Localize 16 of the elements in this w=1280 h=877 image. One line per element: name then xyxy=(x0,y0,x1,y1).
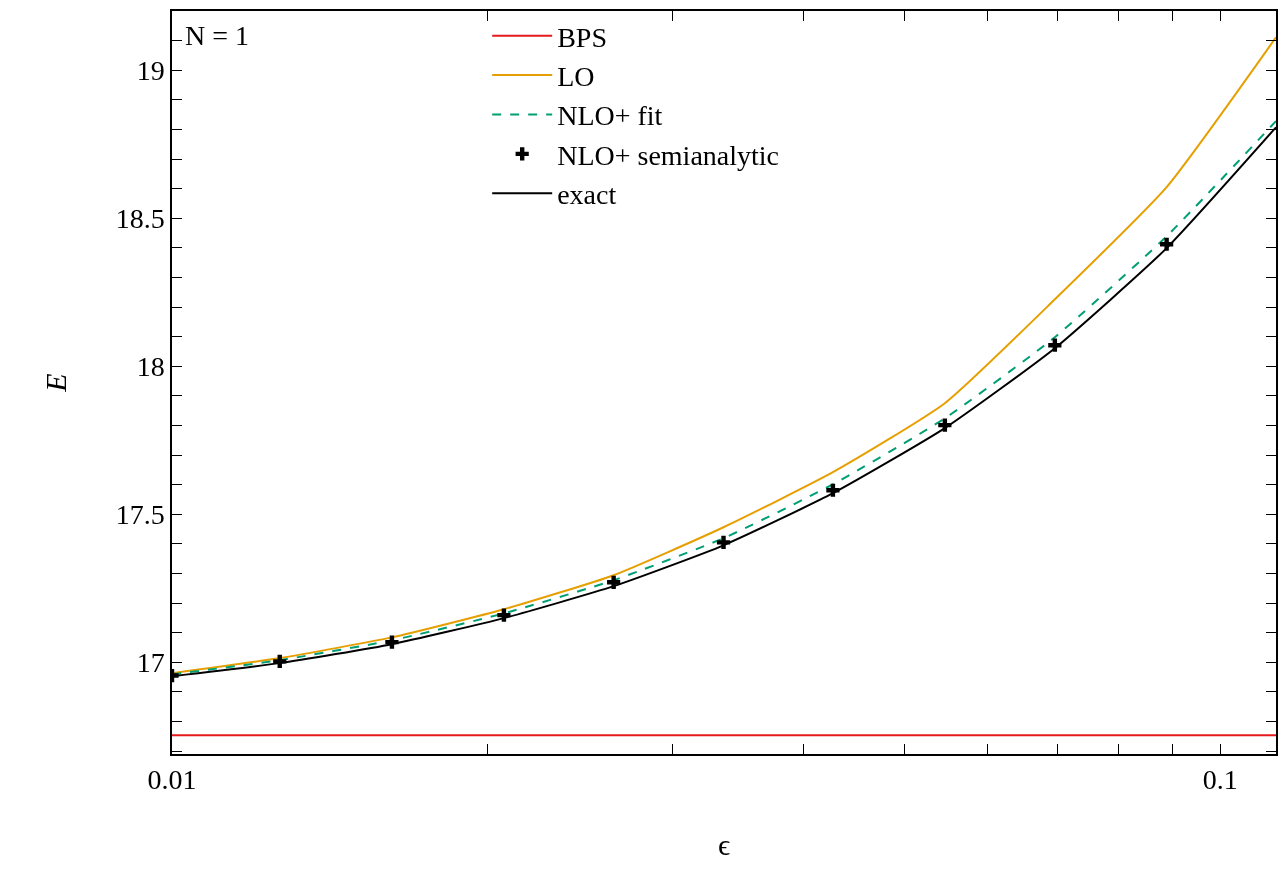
legend-label: LO xyxy=(557,61,595,93)
x-axis-title: ϵ xyxy=(717,828,731,862)
point xyxy=(607,575,621,589)
y-tick-label: 17 xyxy=(136,647,165,679)
x-tick-label: 0.01 xyxy=(147,764,197,796)
legend-label: BPS xyxy=(557,21,608,53)
y-tick-label: 18.5 xyxy=(115,203,165,235)
legend-label: NLO+ semianalytic xyxy=(557,139,780,171)
y-axis-title: E xyxy=(39,373,73,393)
x-tick-label: 0.1 xyxy=(1202,764,1238,796)
annotation: N = 1 xyxy=(185,20,250,51)
legend-label: NLO+ fit xyxy=(557,100,663,132)
y-tick-label: 18 xyxy=(136,351,165,383)
y-tick-label: 19 xyxy=(136,55,165,86)
legend-label: exact xyxy=(557,179,617,211)
y-tick-label: 17.5 xyxy=(115,499,165,531)
